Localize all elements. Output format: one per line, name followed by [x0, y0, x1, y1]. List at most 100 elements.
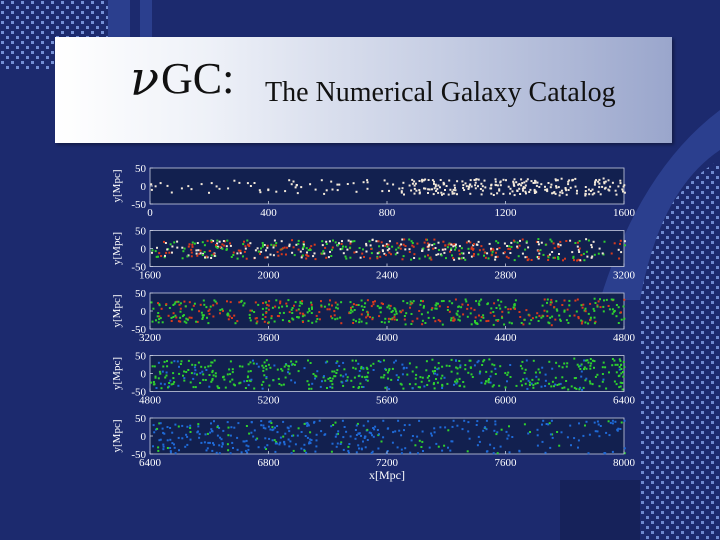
- galaxy-point: [485, 428, 488, 431]
- galaxy-point: [183, 320, 186, 323]
- galaxy-point: [547, 423, 550, 426]
- galaxy-point: [355, 190, 358, 193]
- galaxy-point: [268, 420, 271, 423]
- galaxy-point: [538, 252, 541, 255]
- galaxy-point: [310, 439, 313, 442]
- galaxy-point: [232, 251, 235, 254]
- galaxy-point: [521, 384, 523, 387]
- galaxy-point: [282, 383, 285, 386]
- galaxy-point: [327, 377, 330, 380]
- galaxy-point: [334, 435, 337, 438]
- galaxy-point: [587, 188, 590, 191]
- galaxy-point: [546, 188, 549, 191]
- galaxy-point: [601, 252, 604, 255]
- galaxy-point: [274, 305, 277, 308]
- galaxy-point: [324, 379, 327, 382]
- galaxy-point: [532, 359, 535, 362]
- galaxy-point: [436, 188, 439, 191]
- galaxy-point: [246, 376, 249, 379]
- galaxy-point: [437, 191, 440, 194]
- galaxy-point: [504, 306, 507, 309]
- galaxy-point: [310, 303, 313, 306]
- galaxy-point: [160, 255, 163, 257]
- galaxy-point: [472, 247, 475, 250]
- galaxy-point: [169, 438, 172, 441]
- galaxy-point: [320, 304, 323, 307]
- galaxy-point: [509, 252, 512, 254]
- galaxy-point: [416, 317, 419, 320]
- galaxy-point: [432, 193, 435, 196]
- galaxy-point: [433, 382, 435, 385]
- galaxy-point: [158, 303, 161, 306]
- galaxy-point: [421, 249, 424, 252]
- galaxy-point: [204, 433, 207, 436]
- galaxy-point: [198, 433, 201, 436]
- galaxy-point: [524, 248, 527, 251]
- galaxy-point: [257, 303, 260, 306]
- galaxy-point: [558, 194, 561, 197]
- galaxy-point: [201, 254, 204, 256]
- galaxy-point: [358, 318, 361, 321]
- galaxy-point: [616, 428, 619, 431]
- galaxy-point: [554, 192, 557, 195]
- galaxy-point: [219, 245, 222, 248]
- galaxy-point: [454, 298, 457, 301]
- galaxy-point: [199, 249, 202, 252]
- galaxy-point: [351, 359, 354, 362]
- galaxy-point: [589, 190, 592, 192]
- galaxy-point: [169, 451, 172, 454]
- galaxy-point: [173, 302, 176, 305]
- galaxy-point: [179, 310, 182, 313]
- y-tick-label: -50: [131, 387, 146, 399]
- galaxy-point: [474, 178, 477, 181]
- galaxy-point: [594, 375, 597, 378]
- galaxy-point: [551, 433, 554, 436]
- galaxy-point: [223, 244, 226, 247]
- galaxy-point: [177, 300, 180, 303]
- galaxy-point: [524, 184, 527, 187]
- galaxy-point: [619, 182, 622, 185]
- galaxy-point: [602, 305, 605, 308]
- galaxy-point: [580, 319, 583, 322]
- galaxy-point: [458, 315, 461, 318]
- galaxy-point: [463, 419, 466, 422]
- galaxy-point: [500, 428, 503, 431]
- galaxy-point: [302, 243, 305, 246]
- galaxy-point: [190, 188, 193, 191]
- galaxy-point: [485, 380, 488, 383]
- galaxy-point: [280, 384, 283, 387]
- galaxy-point: [255, 322, 258, 325]
- galaxy-point: [561, 366, 564, 369]
- galaxy-point: [369, 257, 372, 260]
- galaxy-point: [570, 385, 573, 388]
- galaxy-point: [452, 188, 455, 191]
- galaxy-point: [208, 191, 210, 194]
- galaxy-point: [189, 431, 192, 433]
- galaxy-point: [458, 377, 461, 380]
- galaxy-point: [522, 189, 524, 192]
- galaxy-point: [279, 436, 282, 439]
- galaxy-point: [163, 360, 166, 363]
- galaxy-point: [618, 358, 621, 361]
- y-tick-label: 50: [135, 288, 147, 300]
- galaxy-point: [450, 319, 452, 322]
- galaxy-point: [490, 307, 493, 310]
- galaxy-point: [480, 381, 483, 384]
- galaxy-point: [355, 304, 358, 306]
- galaxy-point: [240, 451, 243, 454]
- galaxy-point: [303, 422, 306, 425]
- galaxy-point: [390, 378, 393, 381]
- galaxy-point: [192, 304, 195, 307]
- galaxy-point: [328, 308, 331, 311]
- galaxy-point: [579, 364, 582, 367]
- galaxy-point: [573, 357, 576, 360]
- galaxy-point: [516, 245, 519, 248]
- galaxy-point: [320, 252, 323, 255]
- galaxy-point: [236, 257, 239, 260]
- y-axis-label: y[Mpc]: [111, 170, 123, 203]
- galaxy-point: [593, 360, 596, 363]
- galaxy-point: [338, 183, 341, 186]
- panel-frame: [149, 417, 625, 455]
- galaxy-point: [321, 380, 323, 383]
- galaxy-point: [456, 310, 459, 313]
